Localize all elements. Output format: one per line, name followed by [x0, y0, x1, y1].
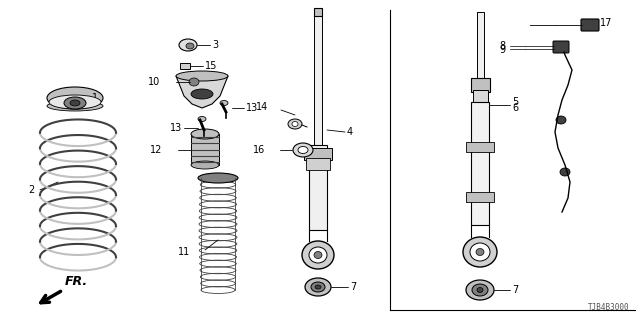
Ellipse shape [49, 95, 101, 109]
Ellipse shape [64, 97, 86, 109]
Ellipse shape [466, 280, 494, 300]
Ellipse shape [315, 285, 321, 289]
Ellipse shape [298, 147, 308, 154]
Ellipse shape [288, 119, 302, 129]
Polygon shape [176, 76, 228, 108]
Ellipse shape [47, 101, 103, 111]
Ellipse shape [302, 241, 334, 269]
Text: TJB4B3000: TJB4B3000 [588, 303, 630, 312]
Ellipse shape [220, 100, 228, 106]
Ellipse shape [305, 278, 331, 296]
Ellipse shape [472, 284, 488, 296]
Text: 4: 4 [347, 127, 353, 137]
Bar [314, 8, 322, 16]
Bar [471, 102, 489, 225]
Text: 14: 14 [256, 102, 268, 112]
Bar [191, 134, 219, 165]
Ellipse shape [191, 161, 219, 169]
Text: 11: 11 [178, 247, 190, 257]
Ellipse shape [176, 71, 228, 81]
FancyBboxPatch shape [180, 63, 190, 69]
Ellipse shape [556, 116, 566, 124]
FancyBboxPatch shape [553, 41, 569, 53]
Bar [314, 12, 322, 145]
Bar [466, 192, 494, 202]
Ellipse shape [198, 173, 238, 183]
Text: 13: 13 [170, 123, 182, 133]
Ellipse shape [463, 237, 497, 267]
Ellipse shape [189, 78, 199, 86]
Ellipse shape [309, 247, 327, 263]
Bar [473, 90, 488, 104]
Text: 12: 12 [150, 145, 162, 155]
Bar [477, 12, 484, 102]
Ellipse shape [311, 282, 325, 292]
Text: 9: 9 [499, 45, 505, 55]
Bar [304, 148, 332, 160]
Ellipse shape [47, 87, 103, 109]
Bar [306, 158, 330, 170]
Text: 16: 16 [253, 145, 265, 155]
Ellipse shape [293, 143, 313, 157]
Bar [471, 78, 490, 92]
FancyBboxPatch shape [581, 19, 599, 31]
Bar [309, 145, 327, 230]
Text: FR.: FR. [65, 275, 88, 288]
Text: 2: 2 [28, 185, 35, 195]
Text: 17: 17 [600, 18, 612, 28]
Ellipse shape [476, 249, 484, 255]
Ellipse shape [560, 168, 570, 176]
Ellipse shape [191, 89, 213, 99]
Text: 13: 13 [246, 103, 259, 113]
Ellipse shape [191, 129, 219, 139]
Ellipse shape [314, 252, 322, 259]
Text: 6: 6 [512, 103, 518, 113]
Text: 5: 5 [512, 97, 518, 107]
Ellipse shape [179, 39, 197, 51]
Text: 3: 3 [212, 40, 218, 50]
Text: 1: 1 [92, 93, 98, 103]
Ellipse shape [470, 243, 490, 261]
Ellipse shape [198, 116, 206, 122]
Text: 7: 7 [512, 285, 518, 295]
Ellipse shape [186, 43, 194, 49]
Text: 7: 7 [350, 282, 356, 292]
Ellipse shape [477, 287, 483, 292]
Ellipse shape [70, 100, 80, 106]
Ellipse shape [292, 122, 298, 126]
Text: 10: 10 [148, 77, 160, 87]
Text: 15: 15 [205, 61, 218, 71]
Text: 8: 8 [499, 41, 505, 51]
Bar [466, 142, 494, 152]
